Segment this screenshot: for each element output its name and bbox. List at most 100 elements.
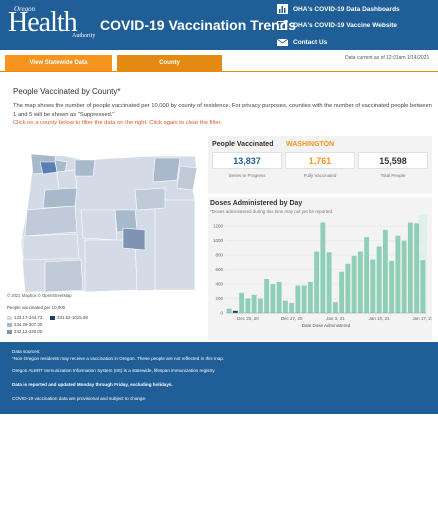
bar[interactable] bbox=[257, 298, 263, 313]
tab-county[interactable]: County bbox=[117, 55, 222, 71]
bar[interactable] bbox=[251, 294, 257, 313]
link-vaccine-website[interactable]: OHA's COVID-19 Vaccine Website bbox=[277, 20, 397, 30]
bar[interactable] bbox=[270, 284, 276, 313]
county-union[interactable] bbox=[176, 165, 198, 191]
county-multnomah[interactable] bbox=[54, 159, 68, 173]
county-grant[interactable] bbox=[134, 187, 166, 211]
legend-swatch bbox=[7, 329, 12, 334]
county-umatilla[interactable] bbox=[152, 157, 181, 183]
chart-title: Doses Administered by Day bbox=[210, 200, 303, 207]
bar[interactable] bbox=[370, 259, 376, 313]
bar[interactable] bbox=[339, 271, 345, 313]
y-tick-label: 800 bbox=[215, 253, 223, 258]
county-lane[interactable] bbox=[24, 205, 78, 237]
county-map[interactable] bbox=[5, 140, 205, 300]
bar[interactable] bbox=[276, 281, 282, 313]
footer-alert-iis: Oregon ALERT Immunization Information Sy… bbox=[12, 368, 216, 373]
bar[interactable] bbox=[264, 279, 270, 313]
doses-bar-chart[interactable]: 0 200 400 600 800 1000 1200 Dec 20, 20 Dec 27, 2… bbox=[208, 197, 432, 340]
footer-provisional: COVID-19 vaccination data are provisiona… bbox=[12, 396, 147, 401]
bar[interactable] bbox=[414, 223, 420, 313]
bar[interactable] bbox=[376, 246, 382, 313]
county-jackson[interactable] bbox=[44, 259, 84, 293]
tab-view-statewide-data[interactable]: View Statewide Data bbox=[5, 55, 112, 71]
y-tick-label: 1000 bbox=[213, 238, 224, 243]
bar[interactable] bbox=[389, 260, 395, 313]
selected-county: WASHINGTON bbox=[286, 141, 335, 148]
x-tick-label: Jan 17, 21 bbox=[412, 316, 432, 321]
total-people-caption: Total People bbox=[380, 173, 406, 178]
y-tick-label: 400 bbox=[215, 282, 223, 287]
bar-chart-icon bbox=[277, 4, 288, 14]
legend-swatch bbox=[50, 315, 55, 320]
logo-authority: Authority bbox=[72, 33, 96, 39]
county-deschutes[interactable] bbox=[80, 209, 118, 241]
series-in-progress-caption: Series In Progress bbox=[228, 173, 266, 178]
link-data-dashboards[interactable]: OHA's COVID-19 Data Dashboards bbox=[277, 4, 400, 14]
county-klamath[interactable] bbox=[84, 239, 138, 293]
legend-item[interactable]: 123.17-244.72 bbox=[7, 315, 42, 320]
legend-label: 331.52-1015.38 bbox=[57, 315, 88, 320]
y-tick-label: 1200 bbox=[213, 224, 224, 229]
bar[interactable] bbox=[245, 298, 251, 313]
data-current-as-of: Data current as of 12:01am 1/14/2021 bbox=[345, 55, 430, 61]
logo-oregon: Oregon bbox=[14, 5, 36, 13]
series-in-progress-value: 13,837 bbox=[212, 152, 282, 169]
county-linn[interactable] bbox=[42, 187, 78, 209]
county-malheur[interactable] bbox=[154, 199, 196, 291]
bar[interactable] bbox=[239, 292, 245, 313]
legend-item[interactable]: 331.52-1015.38 bbox=[50, 315, 88, 320]
footer-non-oregon-note: *Non-Oregon residents may receive a vacc… bbox=[12, 356, 225, 361]
external-link-icon bbox=[277, 20, 288, 30]
county-lake[interactable] bbox=[122, 227, 146, 251]
bar[interactable] bbox=[407, 222, 413, 313]
link-contact-us[interactable]: Contact Us bbox=[277, 37, 327, 47]
bar[interactable] bbox=[364, 237, 370, 313]
legend-item[interactable]: 234.29-307.30 bbox=[7, 322, 42, 327]
county-clackamas[interactable] bbox=[56, 169, 78, 191]
bar[interactable] bbox=[395, 235, 401, 313]
bar[interactable] bbox=[289, 302, 295, 313]
bar[interactable] bbox=[226, 308, 232, 313]
bar[interactable] bbox=[351, 255, 357, 313]
footer: Data sources: *Non-Oregon residents may … bbox=[0, 342, 438, 414]
bar[interactable] bbox=[314, 251, 320, 313]
y-tick-label: 600 bbox=[215, 267, 223, 272]
bar[interactable] bbox=[357, 251, 363, 313]
bar[interactable] bbox=[232, 310, 238, 313]
bar[interactable] bbox=[320, 222, 326, 313]
bar[interactable] bbox=[326, 252, 332, 313]
page-title: COVID-19 Vaccination Trends bbox=[100, 17, 297, 33]
header-bar: Oregon Health Authority COVID-19 Vaccina… bbox=[0, 0, 438, 50]
map-credit: © 2021 Mapbox © OpenStreetMap bbox=[7, 293, 72, 298]
envelope-icon bbox=[277, 38, 288, 46]
bar[interactable] bbox=[382, 229, 388, 313]
county-hood-river[interactable] bbox=[74, 159, 96, 177]
legend-swatch bbox=[7, 315, 12, 320]
county-douglas[interactable] bbox=[22, 233, 80, 261]
x-tick-label: Jan 3, 21 bbox=[326, 316, 345, 321]
fully-vaccinated-caption: Fully Vaccinated bbox=[303, 173, 337, 178]
logo-health: Health bbox=[8, 7, 78, 38]
bar[interactable] bbox=[401, 240, 407, 313]
bar[interactable] bbox=[295, 285, 301, 313]
bar[interactable] bbox=[420, 260, 426, 313]
x-tick-label: Jan 10, 21 bbox=[369, 316, 391, 321]
legend-label: 123.17-244.72 bbox=[14, 315, 43, 320]
bar[interactable] bbox=[345, 263, 351, 313]
bar[interactable] bbox=[332, 302, 338, 313]
y-tick-label: 0 bbox=[220, 311, 223, 316]
section-title: People Vaccinated by County* bbox=[13, 87, 121, 96]
map-description: The map shows the number of people vacci… bbox=[13, 102, 433, 128]
y-tick-label: 200 bbox=[215, 296, 223, 301]
bar[interactable] bbox=[307, 281, 313, 313]
legend-swatch bbox=[7, 322, 12, 327]
oregon-map-svg bbox=[20, 153, 198, 293]
county-washington[interactable] bbox=[39, 161, 58, 175]
people-vaccinated-label: People Vaccinated bbox=[212, 141, 274, 148]
legend-item[interactable]: 242.12-320.00 bbox=[7, 329, 42, 334]
total-people-value: 15,598 bbox=[358, 152, 428, 169]
x-axis-label: Date Dose Administered bbox=[302, 323, 351, 328]
bar[interactable] bbox=[282, 300, 288, 313]
bar[interactable] bbox=[301, 285, 307, 313]
